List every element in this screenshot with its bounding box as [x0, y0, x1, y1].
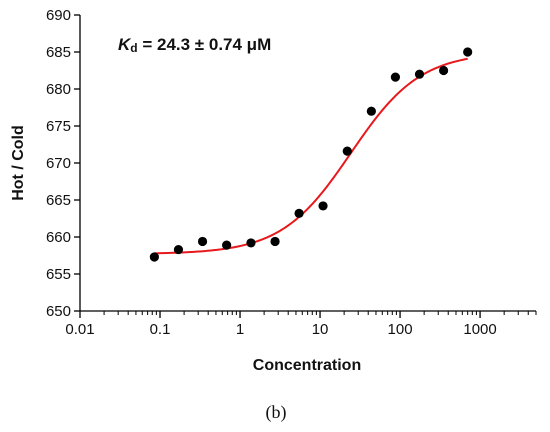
x-tick-label: 100	[388, 321, 413, 338]
data-point	[149, 252, 159, 262]
y-tick-label: 675	[46, 118, 71, 135]
data-point	[197, 236, 208, 247]
kd-value: = 24.3 ± 0.74 μM	[138, 35, 272, 54]
data-point	[294, 208, 304, 218]
x-tick-label: 1000	[463, 321, 496, 338]
y-tick-label: 660	[46, 229, 71, 246]
fit-curve	[154, 57, 468, 255]
fit-layer	[154, 57, 468, 255]
data-point	[222, 240, 232, 250]
y-tick-label: 685	[46, 44, 71, 61]
x-tick-label: 1	[236, 321, 244, 338]
data-point	[414, 69, 425, 79]
panel-label: (b)	[266, 402, 287, 423]
points-layer	[149, 47, 473, 262]
data-point	[173, 244, 184, 255]
data-point	[463, 47, 473, 57]
y-axis-title: Hot / Cold	[10, 125, 27, 201]
data-point	[366, 106, 376, 116]
kd-annotation: Kd = 24.3 ± 0.74 μM	[118, 35, 271, 55]
y-tick-label: 690	[46, 7, 71, 24]
x-tick-label: 10	[312, 321, 329, 338]
y-tick-label: 650	[46, 303, 71, 320]
data-point	[390, 72, 401, 82]
y-tick-label: 670	[46, 155, 71, 172]
y-tick-label: 655	[46, 266, 71, 283]
x-axis-title: Concentration	[253, 357, 361, 374]
x-tick-label: 0.01	[65, 321, 94, 338]
data-point	[318, 201, 328, 211]
y-tick-label: 680	[46, 81, 71, 98]
data-point	[342, 146, 352, 156]
kd-symbol: K	[118, 35, 132, 54]
axes: 650 655 660 665 670 675 680 685 690 0.01 0.1 1 10 100…	[46, 7, 537, 338]
data-point	[438, 65, 449, 76]
x-tick-label: 0.1	[150, 321, 171, 338]
kd-subscript: d	[130, 41, 137, 55]
data-point	[246, 238, 256, 248]
data-point	[270, 236, 280, 247]
y-tick-label: 665	[46, 192, 71, 209]
